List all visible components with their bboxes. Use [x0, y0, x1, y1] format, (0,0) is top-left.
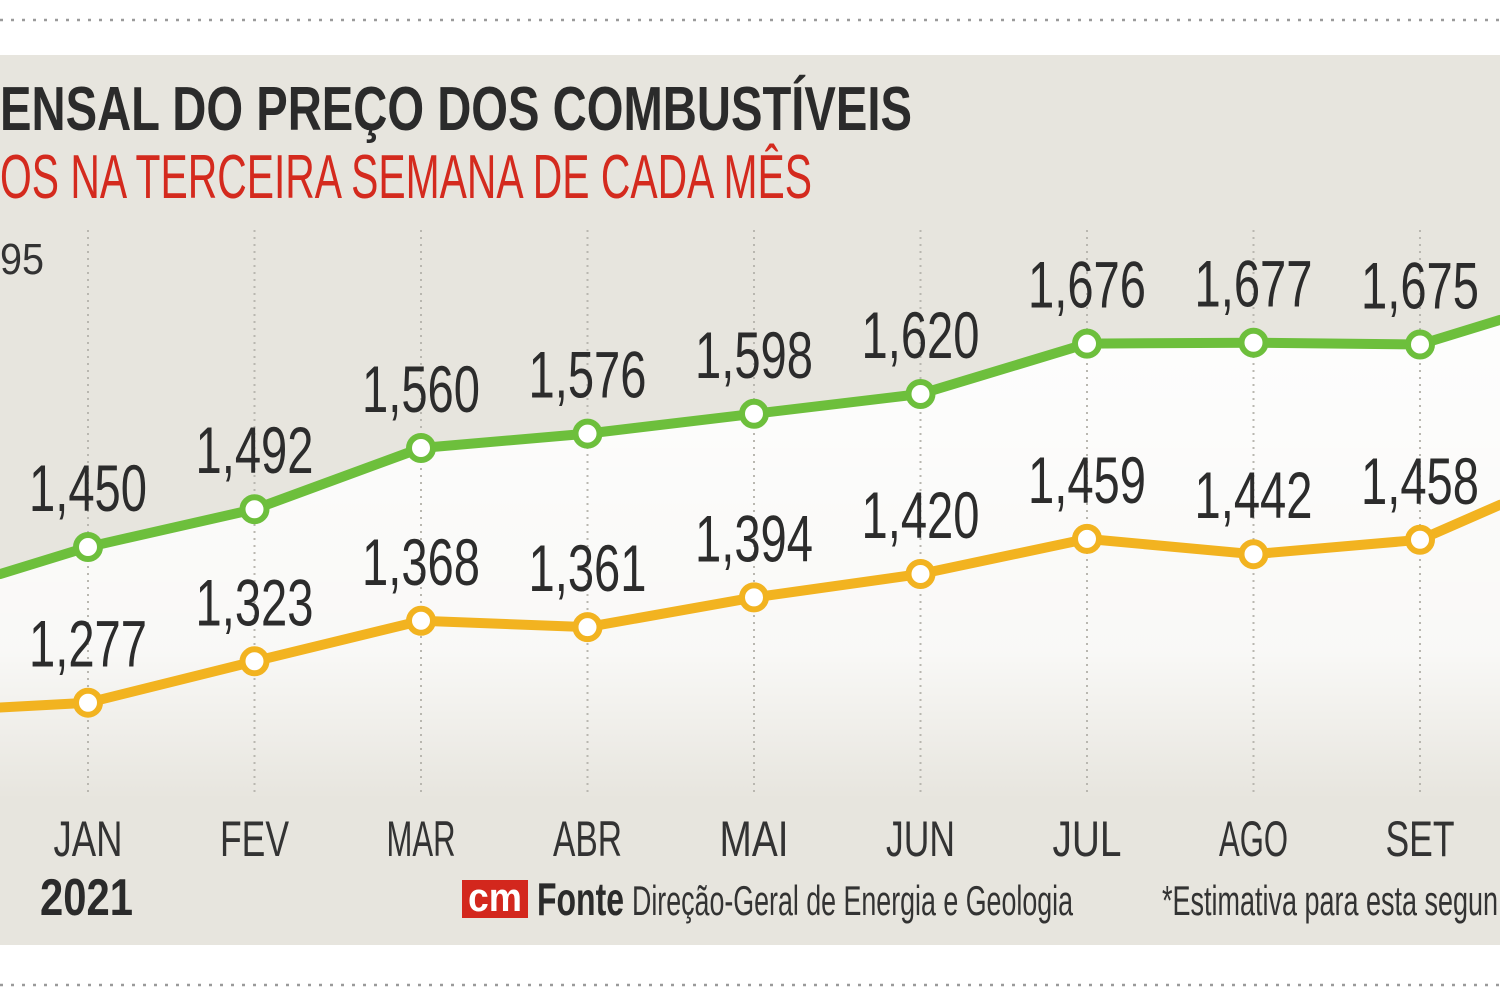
series-1-label-abr: 1,576: [529, 338, 647, 412]
labels-layer: 1,450 1,492 1,560 1,576 1,598 1,620 1,676 1,677…: [29, 247, 1479, 681]
source-text: Direção-Geral de Energia e Geologia: [632, 877, 1073, 924]
series-1-label-jan: 1,450: [29, 451, 147, 525]
series-1-point-abr: [572, 418, 603, 449]
source-label: Fonte: [537, 873, 624, 925]
highlight-area: [0, 319, 1500, 800]
series-1-label-jul: 1,676: [1028, 248, 1146, 322]
year-label: 2021: [40, 869, 133, 927]
cm-logo: [462, 880, 528, 918]
estimate-note: *Estimativa para esta segun: [1162, 877, 1498, 924]
series-2-label-mai: 1,394: [695, 501, 813, 575]
series-1-label-fev: 1,492: [196, 413, 314, 487]
series-note: 95: [0, 235, 44, 284]
series-2-point-jan: [73, 687, 103, 718]
chart-subtitle: OS NA TERCEIRA SEMANA DE CADA MÊS: [0, 143, 812, 212]
series-1-label-mar: 1,560: [362, 352, 480, 426]
month-label-ago: AGO: [1219, 811, 1288, 867]
series-1-point-mar: [406, 433, 436, 463]
series-1-point-jan: [73, 532, 103, 562]
cm-logo-text: cm: [468, 876, 522, 920]
chart-title: ENSAL DO PREÇO DOS COMBUSTÍVEIS: [0, 75, 912, 144]
source-footer: cm Fonte Direção-Geral de Energia e Geol…: [462, 873, 1498, 925]
series-2-label-ago: 1,442: [1195, 458, 1313, 532]
x-axis-labels: JAN FEV MAR ABR MAI JUN JUL AGO SET: [54, 811, 1455, 867]
series-2-label-fev: 1,323: [196, 565, 314, 639]
series-1-label-set: 1,675: [1361, 249, 1479, 323]
series-1-point-fev: [239, 494, 270, 525]
month-label-mar: MAR: [387, 811, 456, 867]
series-1-point-jun: [905, 379, 936, 409]
points-layer: [73, 327, 1435, 718]
series-2-label-jun: 1,420: [862, 478, 980, 552]
series-1-label-mai: 1,598: [695, 318, 813, 392]
series-1-point-set: [1405, 329, 1435, 360]
series-1-label-jun: 1,620: [862, 298, 980, 372]
series-1-point-jul: [1072, 328, 1102, 359]
month-label-jul: JUL: [1053, 811, 1122, 867]
series-2-point-fev: [239, 646, 270, 677]
month-label-abr: ABR: [553, 811, 622, 867]
series-2-point-abr: [572, 612, 603, 643]
month-label-jun: JUN: [886, 811, 955, 867]
series-2-point-mar: [406, 605, 436, 636]
area-layer: [0, 319, 1500, 800]
month-label-mai: MAI: [720, 811, 789, 867]
series-2-point-mai: [739, 582, 769, 613]
series-1-point-ago: [1238, 327, 1269, 358]
series-2-label-set: 1,458: [1361, 444, 1479, 518]
series-2-label-jul: 1,459: [1028, 443, 1146, 517]
month-label-fev: FEV: [220, 811, 289, 867]
series-2-point-jun: [905, 559, 936, 589]
month-label-jan: JAN: [54, 811, 123, 867]
series-2-label-mar: 1,368: [362, 525, 480, 599]
series-1-label-ago: 1,677: [1195, 247, 1313, 321]
series-2-label-abr: 1,361: [529, 531, 647, 605]
series-2-label-jan: 1,277: [29, 607, 147, 681]
series-1-point-mai: [739, 398, 769, 429]
series-2-point-ago: [1238, 539, 1269, 570]
series-2-point-jul: [1072, 523, 1102, 554]
series-2-point-set: [1405, 524, 1435, 555]
month-label-set: SET: [1386, 811, 1455, 867]
